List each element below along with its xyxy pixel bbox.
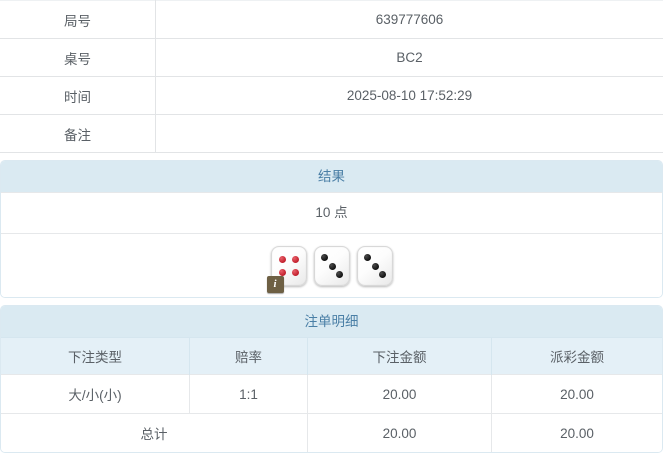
info-icon[interactable]: i <box>266 275 284 293</box>
table-row: 时间 2025-08-10 17:52:29 <box>0 76 663 115</box>
cell-total-payout-amount: 20.00 <box>491 413 662 452</box>
info-label-remark: 备注 <box>0 114 156 153</box>
cell-total-bet-amount: 20.00 <box>307 413 492 452</box>
result-total-points: 10 点 <box>1 192 662 233</box>
result-panel-title: 结果 <box>1 161 662 192</box>
die-pip <box>291 255 299 263</box>
cell-bet-type: 大/小(小) <box>1 374 190 414</box>
column-header-payout-amount: 派彩金额 <box>491 337 662 375</box>
info-label-round-number: 局号 <box>0 0 156 39</box>
die-pip <box>329 263 336 270</box>
table-header-row: 下注类型 赔率 下注金额 派彩金额 <box>1 337 662 375</box>
info-value-round-number: 639777606 <box>155 0 663 39</box>
cell-odds: 1:1 <box>189 374 308 414</box>
info-label-table-number: 桌号 <box>0 38 156 77</box>
die-pip <box>278 255 286 263</box>
die-3 <box>356 245 393 286</box>
info-label-time: 时间 <box>0 76 156 115</box>
table-row: 备注 <box>0 114 663 153</box>
info-value-time: 2025-08-10 17:52:29 <box>155 76 663 115</box>
die-pip <box>363 253 371 261</box>
table-row: 大/小(小) 1:1 20.00 20.00 <box>1 374 662 414</box>
die-1: i <box>266 245 307 293</box>
die-pip <box>378 270 386 278</box>
table-row: 桌号 BC2 <box>0 38 663 77</box>
bet-details-panel: 注单明细 下注类型 赔率 下注金额 派彩金额 大/小(小) 1:1 20.00 … <box>0 305 663 453</box>
die-pip <box>320 253 328 261</box>
round-info-table: 局号 639777606 桌号 BC2 时间 2025-08-10 17:52:… <box>0 0 663 153</box>
column-header-odds: 赔率 <box>189 337 308 375</box>
dice-row: i <box>1 233 662 297</box>
column-header-bet-type: 下注类型 <box>1 337 190 375</box>
table-row: 局号 639777606 <box>0 0 663 39</box>
info-value-remark <box>155 114 663 153</box>
die-pip <box>291 268 299 276</box>
table-total-row: 总计 20.00 20.00 <box>1 413 662 452</box>
die-pip <box>372 263 379 270</box>
cell-total-label: 总计 <box>1 413 308 452</box>
result-panel: 结果 10 点 i <box>0 160 663 298</box>
die-pip <box>335 270 343 278</box>
die-2 <box>313 245 350 286</box>
die-pip <box>278 268 286 276</box>
column-header-bet-amount: 下注金额 <box>307 337 492 375</box>
bet-details-table: 下注类型 赔率 下注金额 派彩金额 大/小(小) 1:1 20.00 20.00… <box>1 337 662 452</box>
cell-payout-amount: 20.00 <box>491 374 662 414</box>
bet-details-panel-title: 注单明细 <box>1 306 662 337</box>
info-value-table-number: BC2 <box>155 38 663 77</box>
cell-bet-amount: 20.00 <box>307 374 492 414</box>
